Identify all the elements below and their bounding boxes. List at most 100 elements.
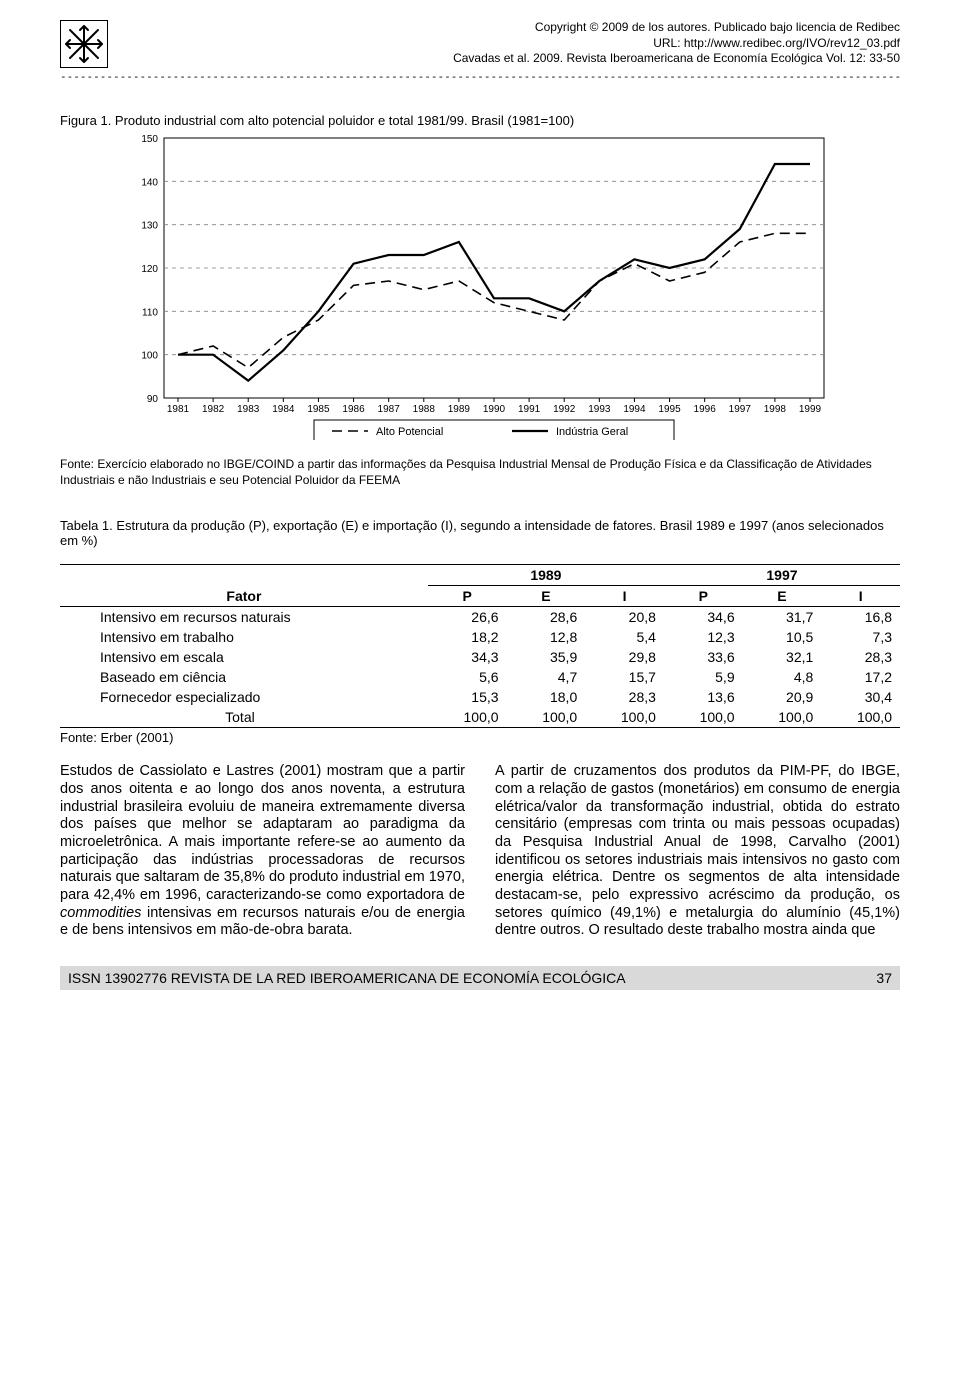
table-cell: 18,0 [507, 687, 586, 707]
body-left-paragraph: Estudos de Cassiolato e Lastres (2001) m… [60, 763, 465, 940]
table-cell: 5,6 [428, 667, 507, 687]
table-cell: 5,4 [585, 627, 664, 647]
svg-text:130: 130 [141, 221, 158, 232]
table-cell: 34,6 [664, 607, 743, 628]
table1-col-e-1997: E [743, 586, 822, 607]
svg-text:1994: 1994 [623, 404, 646, 415]
table-cell: 100,0 [507, 707, 586, 728]
table1: 1989 1997 Fator P E I P E I Intensivo em… [60, 564, 900, 728]
table-cell: 20,8 [585, 607, 664, 628]
table-cell: 13,6 [664, 687, 743, 707]
table-cell: 4,7 [507, 667, 586, 687]
table-cell: 32,1 [743, 647, 822, 667]
table-total-row: Total100,0100,0100,0100,0100,0100,0 [60, 707, 900, 728]
figure1-chart: 90 100 110 120 130 140 150 1981 1982 1983 1984 1985… [120, 130, 840, 445]
table1-factor-header: Fator [60, 586, 428, 607]
svg-text:1988: 1988 [413, 404, 436, 415]
body-right-paragraph: A partir de cruzamentos dos produtos da … [495, 763, 900, 940]
table-cell: 18,2 [428, 627, 507, 647]
table-row: Intensivo em recursos naturais26,628,620… [60, 607, 900, 628]
svg-text:1998: 1998 [764, 404, 787, 415]
table-cell: 5,9 [664, 667, 743, 687]
svg-text:1997: 1997 [729, 404, 752, 415]
table-cell: 100,0 [821, 707, 900, 728]
header-line3: Cavadas et al. 2009. Revista Iberoameric… [453, 51, 900, 67]
svg-text:100: 100 [141, 351, 158, 362]
svg-text:90: 90 [147, 394, 159, 405]
table-row: Fornecedor especializado15,318,028,313,6… [60, 687, 900, 707]
header-divider: ----------------------------------------… [60, 70, 900, 83]
table1-year-1997: 1997 [664, 565, 900, 586]
table-total-label: Total [60, 707, 428, 728]
table-cell: 33,6 [664, 647, 743, 667]
table-cell: 17,2 [821, 667, 900, 687]
table-cell: 100,0 [585, 707, 664, 728]
table-cell: 12,8 [507, 627, 586, 647]
table-cell: 10,5 [743, 627, 822, 647]
table-cell: 35,9 [507, 647, 586, 667]
page-footer: ISSN 13902776 REVISTA DE LA RED IBEROAME… [60, 966, 900, 990]
svg-text:Alto Potencial: Alto Potencial [376, 426, 443, 438]
table-cell: 16,8 [821, 607, 900, 628]
svg-text:1983: 1983 [237, 404, 260, 415]
svg-text:1982: 1982 [202, 404, 225, 415]
table1-col-i-1989: I [585, 586, 664, 607]
svg-text:1992: 1992 [553, 404, 576, 415]
table-cell: 28,3 [585, 687, 664, 707]
table-cell: 26,6 [428, 607, 507, 628]
svg-text:1981: 1981 [167, 404, 190, 415]
svg-text:110: 110 [142, 307, 158, 318]
table-cell: 28,6 [507, 607, 586, 628]
table1-source: Fonte: Erber (2001) [60, 730, 900, 745]
svg-text:120: 120 [141, 264, 158, 275]
svg-text:150: 150 [141, 134, 158, 145]
svg-text:Indústria Geral: Indústria Geral [556, 426, 628, 438]
table-cell: 28,3 [821, 647, 900, 667]
table-cell: 34,3 [428, 647, 507, 667]
table-row-label: Intensivo em recursos naturais [60, 607, 428, 628]
figure1-source: Fonte: Exercício elaborado no IBGE/COIND… [60, 457, 900, 488]
table-cell: 4,8 [743, 667, 822, 687]
table-cell: 100,0 [428, 707, 507, 728]
footer-page-number: 37 [876, 970, 892, 986]
svg-text:140: 140 [141, 177, 158, 188]
header-line2: URL: http://www.redibec.org/IVO/rev12_03… [453, 36, 900, 52]
table-cell: 31,7 [743, 607, 822, 628]
svg-text:1995: 1995 [658, 404, 681, 415]
table-cell: 15,7 [585, 667, 664, 687]
svg-text:1987: 1987 [378, 404, 401, 415]
table1-col-i-1997: I [821, 586, 900, 607]
table-cell: 12,3 [664, 627, 743, 647]
table-row-label: Intensivo em trabalho [60, 627, 428, 647]
svg-text:1996: 1996 [694, 404, 717, 415]
svg-text:1985: 1985 [307, 404, 330, 415]
table1-col-p-1997: P [664, 586, 743, 607]
svg-text:1990: 1990 [483, 404, 506, 415]
table-row: Intensivo em escala34,335,929,833,632,12… [60, 647, 900, 667]
table-cell: 30,4 [821, 687, 900, 707]
table1-year-1989: 1989 [428, 565, 664, 586]
table-cell: 100,0 [743, 707, 822, 728]
svg-text:1989: 1989 [448, 404, 471, 415]
table-cell: 20,9 [743, 687, 822, 707]
table-row: Intensivo em trabalho18,212,85,412,310,5… [60, 627, 900, 647]
svg-text:1993: 1993 [588, 404, 611, 415]
table-cell: 15,3 [428, 687, 507, 707]
table-row-label: Intensivo em escala [60, 647, 428, 667]
svg-text:1984: 1984 [272, 404, 295, 415]
table-row-label: Baseado em ciência [60, 667, 428, 687]
svg-text:1986: 1986 [342, 404, 365, 415]
table-row: Baseado em ciência5,64,715,75,94,817,2 [60, 667, 900, 687]
body-columns: Estudos de Cassiolato e Lastres (2001) m… [60, 763, 900, 940]
figure1-caption: Figura 1. Produto industrial com alto po… [60, 113, 900, 128]
table-cell: 7,3 [821, 627, 900, 647]
table-cell: 100,0 [664, 707, 743, 728]
table-row-label: Fornecedor especializado [60, 687, 428, 707]
table1-col-e-1989: E [507, 586, 586, 607]
svg-text:1999: 1999 [799, 404, 822, 415]
header-citation: Copyright © 2009 de los autores. Publica… [453, 20, 900, 67]
header-line1: Copyright © 2009 de los autores. Publica… [453, 20, 900, 36]
page-header: Copyright © 2009 de los autores. Publica… [60, 20, 900, 68]
table-cell: 29,8 [585, 647, 664, 667]
footer-issn: ISSN 13902776 REVISTA DE LA RED IBEROAME… [68, 970, 626, 986]
